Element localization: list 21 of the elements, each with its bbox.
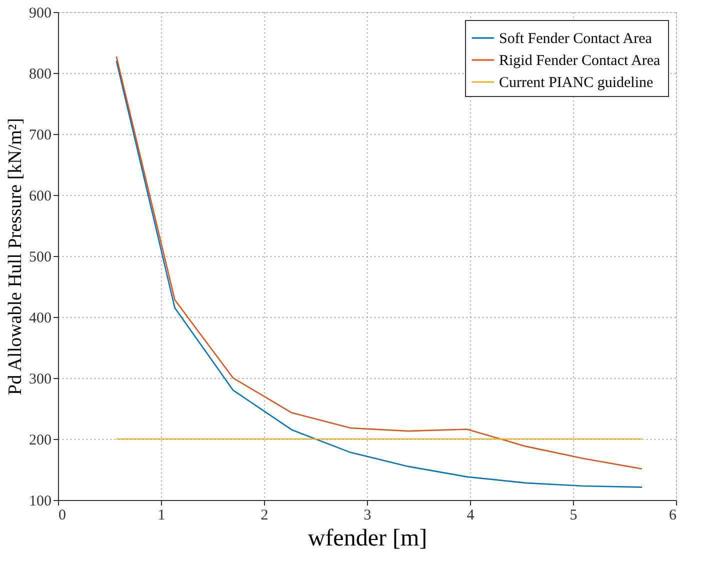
legend-label: Soft Fender Contact Area — [499, 31, 652, 47]
x-tick-label: 1 — [158, 508, 166, 524]
legend-label: Rigid Fender Contact Area — [499, 53, 661, 69]
x-tick-label: 2 — [260, 508, 268, 524]
x-tick-label: 0 — [58, 508, 66, 524]
y-tick-label: 600 — [29, 188, 52, 204]
legend-label: Current PIANC guideline — [499, 75, 654, 91]
y-tick-label: 800 — [29, 66, 52, 82]
x-tick-label: 3 — [364, 508, 372, 524]
x-tick-label: 5 — [570, 508, 578, 524]
y-tick-label: 900 — [29, 6, 52, 22]
y-axis-title: Pd Allowable Hull Pressure [kN/m²] — [5, 118, 26, 395]
x-tick-label: 4 — [466, 508, 475, 524]
y-tick-label: 400 — [29, 310, 52, 326]
x-axis-title: wfender [m] — [308, 526, 428, 552]
y-tick-label: 300 — [29, 372, 52, 388]
y-tick-label: 100 — [29, 494, 52, 510]
y-tick-label: 700 — [29, 128, 52, 144]
x-tick-label: 6 — [669, 508, 677, 524]
y-tick-label: 500 — [29, 250, 52, 266]
y-tick-label: 200 — [29, 432, 52, 448]
